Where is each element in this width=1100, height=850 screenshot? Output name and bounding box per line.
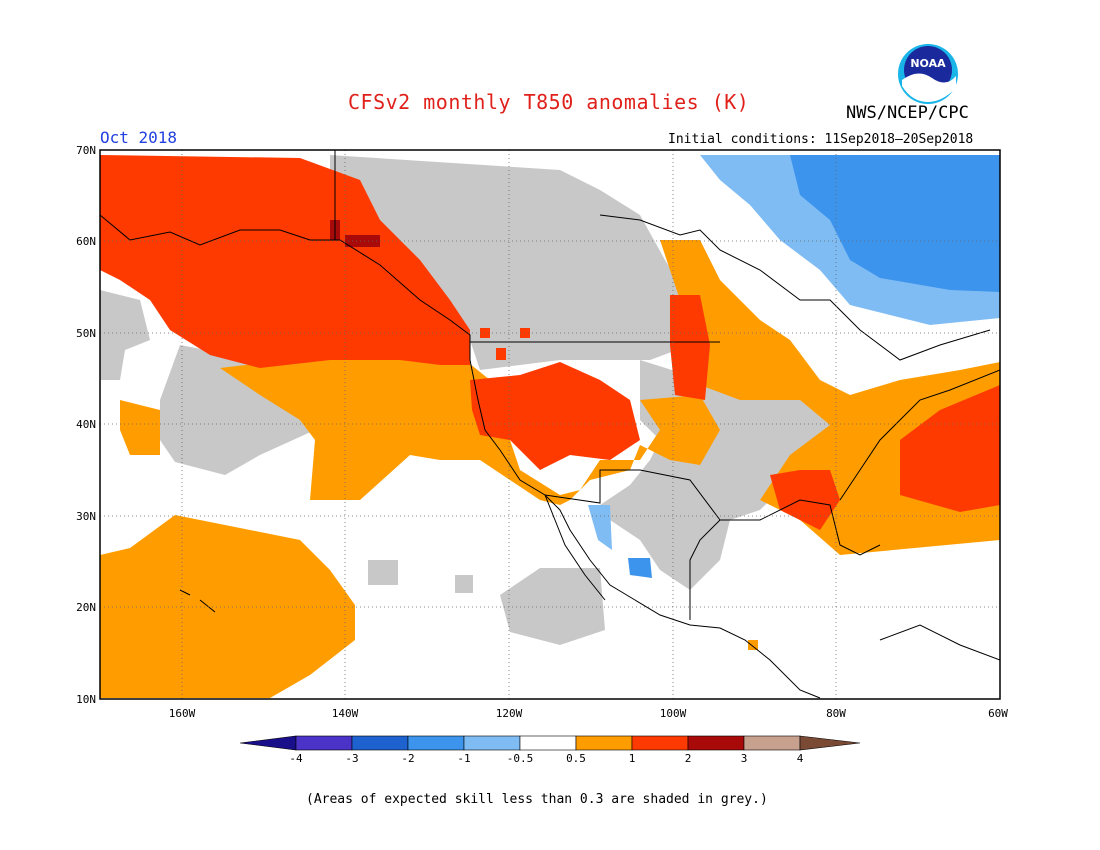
lon-label: 100W: [660, 707, 687, 720]
anomaly-negative: [588, 155, 1000, 578]
colorbar-swatch: [631, 735, 689, 751]
colorbar-swatch: [743, 735, 801, 751]
colorbar-swatch: [295, 735, 353, 751]
lat-label: 40N: [76, 418, 96, 431]
colorbar-swatch-gt-4: [799, 735, 861, 751]
anomaly-1-to-2: [100, 155, 1000, 530]
noaa-logo: NOAA: [898, 44, 958, 104]
colorbar-tick: 3: [741, 752, 748, 765]
colorbar-swatch: [463, 735, 521, 751]
low-skill-regions: [100, 155, 840, 645]
colorbar-tick: 2: [685, 752, 692, 765]
chart-title: CFSv2 monthly T850 anomalies (K): [348, 90, 750, 114]
colorbar-swatch: [407, 735, 465, 751]
lat-label: 30N: [76, 510, 96, 523]
footnote: (Areas of expected skill less than 0.3 a…: [306, 792, 768, 807]
colorbar-swatch: [575, 735, 633, 751]
lon-label: 80W: [826, 707, 846, 720]
initial-conditions: Initial conditions: 11Sep2018–20Sep2018: [668, 132, 974, 147]
svg-text:NOAA: NOAA: [910, 57, 946, 70]
organization-label: NWS/NCEP/CPC: [846, 103, 969, 123]
lat-label: 20N: [76, 601, 96, 614]
map-frame: [99, 149, 1001, 700]
lon-label: 120W: [496, 707, 523, 720]
colorbar-tick: -2: [401, 752, 414, 765]
colorbar-swatch: [687, 735, 745, 751]
colorbar-swatch-lt-4: [239, 735, 297, 751]
colorbar-swatch: [519, 735, 577, 751]
forecast-month: Oct 2018: [100, 128, 178, 147]
colorbar-tick: -1: [457, 752, 470, 765]
colorbar-swatch: [351, 735, 409, 751]
colorbar-tick: 0.5: [566, 752, 586, 765]
colorbar-tick: 4: [797, 752, 804, 765]
colorbar-tick: 1: [629, 752, 636, 765]
lon-label: 160W: [169, 707, 196, 720]
lat-label: 70N: [76, 144, 96, 157]
lat-label: 50N: [76, 327, 96, 340]
lon-label: 60W: [988, 707, 1008, 720]
lat-label: 60N: [76, 235, 96, 248]
colorbar-tick: -3: [345, 752, 358, 765]
coastlines: [100, 150, 1000, 699]
lon-label: 140W: [332, 707, 359, 720]
colorbar-tick: -0.5: [507, 752, 534, 765]
lat-label: 10N: [76, 693, 96, 706]
colorbar-tick: -4: [289, 752, 303, 765]
